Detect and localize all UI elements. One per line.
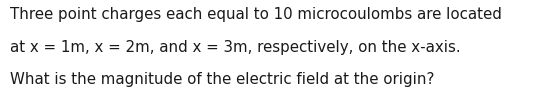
Text: What is the magnitude of the electric field at the origin?: What is the magnitude of the electric fi… [10, 72, 435, 87]
Text: at x = 1m, x = 2m, and x = 3m, respectively, on the x-axis.: at x = 1m, x = 2m, and x = 3m, respectiv… [10, 40, 461, 55]
Text: Three point charges each equal to 10 microcoulombs are located: Three point charges each equal to 10 mic… [10, 7, 502, 22]
